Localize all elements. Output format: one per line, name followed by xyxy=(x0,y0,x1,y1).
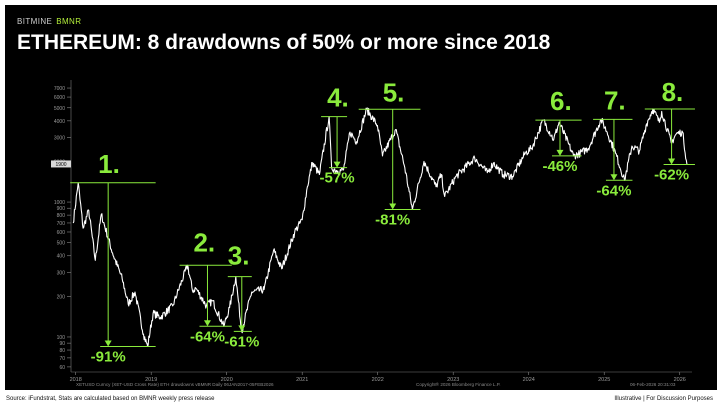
drawdown-percent-label: -57% xyxy=(320,170,355,187)
drawdown-arrow-head xyxy=(203,320,211,327)
drawdown-number: 1. xyxy=(98,149,120,179)
eth-price-line xyxy=(72,107,688,348)
y-tick-label: 6000 xyxy=(54,95,65,101)
slide-footer: Source: iFundstrat, Stats are calculated… xyxy=(0,392,721,412)
drawdown-arrow-head xyxy=(610,174,618,181)
drawdown-arrow-head xyxy=(238,325,246,332)
y-tick-label: 70 xyxy=(59,356,65,362)
y-current-value-box xyxy=(51,160,71,168)
y-tick-label: 700 xyxy=(57,221,66,227)
x-tick-label: 2026 xyxy=(674,377,686,383)
y-tick-label: 100 xyxy=(57,335,66,341)
drawdown-percent-label: -81% xyxy=(375,212,410,229)
slide: BITMINE BMNR ETHEREUM: 8 drawdowns of 50%… xyxy=(5,5,717,390)
illustrative-note: Illustrative | For Discussion Purposes xyxy=(614,396,713,402)
drawdown-percent-label: -91% xyxy=(91,348,126,365)
y-tick-label: 500 xyxy=(57,241,66,247)
chart-title: ETHEREUM: 8 drawdowns of 50% or more sin… xyxy=(17,31,551,54)
y-current-value-label: 1900 xyxy=(55,162,66,168)
bloomberg-copyright: Copyright® 2026 Bloomberg Finance L.P. xyxy=(416,381,501,387)
drawdown-number: 3. xyxy=(228,241,250,271)
brand-ticker: BMNR xyxy=(56,17,82,26)
x-tick-label: 2022 xyxy=(372,377,384,383)
y-tick-label: 400 xyxy=(57,254,66,260)
y-tick-label: 200 xyxy=(57,294,66,300)
y-tick-label: 1000 xyxy=(54,200,65,206)
drawdown-number: 6. xyxy=(550,86,572,116)
drawdown-percent-label: -61% xyxy=(224,333,259,350)
drawdown-percent-label: -46% xyxy=(542,158,577,175)
y-tick-label: 900 xyxy=(57,206,66,212)
y-tick-label: 5000 xyxy=(54,106,65,112)
x-tick-label: 2018 xyxy=(70,377,82,383)
x-tick-label: 2020 xyxy=(221,377,233,383)
drawdown-arrow-head xyxy=(389,203,397,210)
drawdown-arrow-head xyxy=(668,158,676,165)
y-tick-label: 90 xyxy=(59,341,65,347)
drawdown-arrow-head xyxy=(104,340,112,347)
y-tick-label: 4000 xyxy=(54,119,65,125)
x-tick-label: 2025 xyxy=(598,377,610,383)
drawdown-arrow-head xyxy=(556,149,564,156)
source-note: Source: iFundstrat, Stats are calculated… xyxy=(6,396,215,402)
drawdown-number: 7. xyxy=(604,85,626,115)
y-tick-label: 600 xyxy=(57,230,66,236)
y-tick-label: 800 xyxy=(57,213,66,219)
drawdown-number: 2. xyxy=(193,227,215,257)
drawdown-percent-label: -64% xyxy=(596,182,631,199)
brand-name: BITMINE xyxy=(17,17,53,26)
y-tick-label: 300 xyxy=(57,271,66,277)
bloomberg-caption: XETUSD Curncy (XET-USD Cross Rate) ETH d… xyxy=(76,382,274,387)
drawdown-arrow-head xyxy=(333,161,341,168)
x-tick-label: 2021 xyxy=(296,377,308,383)
drawdown-number: 8. xyxy=(662,77,684,107)
y-tick-label: 60 xyxy=(59,365,65,371)
x-tick-label: 2019 xyxy=(145,377,157,383)
y-tick-label: 3000 xyxy=(54,136,65,142)
drawdown-percent-label: -64% xyxy=(190,328,225,345)
x-tick-label: 2023 xyxy=(447,377,459,383)
x-tick-label: 2024 xyxy=(523,377,535,383)
bloomberg-date: 06-Feb-2026 20:31:03 xyxy=(630,382,676,387)
y-tick-label: 80 xyxy=(59,348,65,354)
drawdown-percent-label: -62% xyxy=(654,166,689,183)
brand-header: BITMINE BMNR xyxy=(17,17,81,26)
drawdown-number: 4. xyxy=(327,83,349,113)
drawdown-number: 5. xyxy=(383,77,405,107)
y-tick-label: 7000 xyxy=(54,86,65,92)
